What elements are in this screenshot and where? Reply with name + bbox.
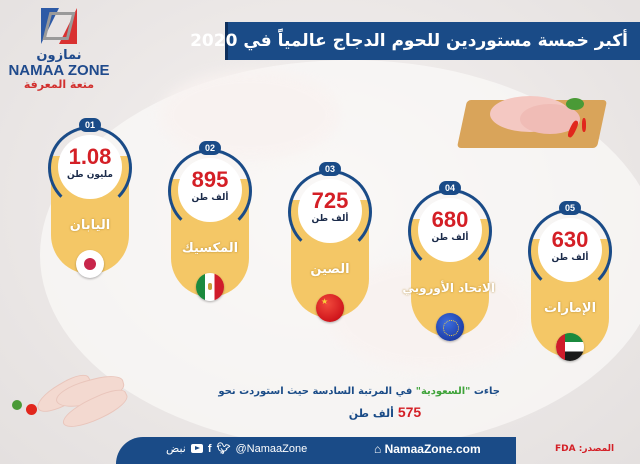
rank-card-3: 03 725 ألف طن الصين (285, 162, 375, 332)
note-suffix: في المرتبة السادسة حيث استوردت نحو (218, 386, 416, 397)
japan-flag-icon (76, 250, 104, 278)
import-unit: ألف طن (191, 193, 229, 203)
tomato-image (26, 404, 37, 415)
brand-logo: نمازون NAMAA ZONE متعة المعرفة (4, 4, 114, 94)
country-name: الاتحاد الأوروبي (402, 281, 495, 295)
saudi-import-unit: ألف طن (348, 407, 394, 420)
youtube-icon[interactable] (190, 444, 203, 453)
twitter-icon[interactable]: 🐦︎ (216, 443, 231, 455)
website-link[interactable]: ⌂ NamaaZone.com (374, 442, 481, 456)
logo-tagline: متعة المعرفة (23, 78, 95, 91)
rank-badge: 05 (559, 201, 581, 215)
chili-pepper-image (582, 118, 586, 132)
import-value: 1.08 (68, 144, 112, 169)
saudi-value: 575ألف طن (300, 404, 470, 420)
country-name: اليابان (69, 218, 111, 233)
logo-mark-icon (41, 8, 77, 44)
saudi-note: جاءت "السعودية" في المرتبة السادسة حيث ا… (218, 386, 500, 397)
rank-card-2: 02 895 ألف طن المكسيك (165, 141, 255, 311)
saudi-import-value: 575 (397, 404, 422, 420)
note-highlight-saudi: "السعودية" (415, 386, 471, 397)
import-value: 630 (551, 227, 589, 252)
nabd-label[interactable]: نبض (166, 442, 186, 455)
facebook-icon[interactable]: f (207, 442, 212, 455)
eu-flag-icon (436, 313, 464, 341)
import-value: 725 (311, 188, 349, 213)
home-icon: ⌂ (374, 442, 385, 456)
rank-badge: 02 (199, 141, 221, 155)
footer-bar: نبض f 🐦︎ @NamaaZone ⌂ NamaaZone.com (116, 437, 516, 464)
mexico-flag-icon (196, 273, 224, 301)
page-title: أكبر خمسة مستوردين للحوم الدجاج عالمياً … (190, 22, 640, 60)
china-flag-icon (316, 294, 344, 322)
uae-flag-icon (556, 333, 584, 361)
rank-badge: 03 (319, 162, 341, 176)
import-unit: ألف طن (551, 253, 589, 263)
website-url[interactable]: NamaaZone.com (384, 442, 481, 456)
country-name: المكسيك (181, 241, 239, 256)
country-name: الإمارات (543, 301, 597, 316)
import-value: 680 (431, 207, 469, 232)
rank-card-5: 05 630 ألف طن الإمارات (525, 201, 615, 371)
rank-badge: 01 (79, 118, 101, 132)
import-unit: مليون طن (67, 170, 113, 180)
value-circle: 680 ألف طن (418, 198, 482, 262)
value-circle: 895 ألف طن (178, 158, 242, 222)
social-handle[interactable]: @NamaaZone (235, 442, 308, 455)
herb-image (12, 400, 22, 410)
value-circle: 630 ألف طن (538, 218, 602, 282)
background-chicken-image (160, 70, 340, 160)
logo-name-arabic: نمازون (36, 48, 82, 63)
import-value: 895 (191, 167, 229, 192)
import-unit: ألف طن (431, 233, 469, 243)
logo-name-english: NAMAA ZONE (8, 62, 110, 79)
value-circle: 725 ألف طن (298, 179, 362, 243)
country-name: الصين (310, 262, 350, 277)
rank-card-4: 04 680 ألف طن الاتحاد الأوروبي (402, 181, 495, 351)
note-prefix: جاءت (470, 386, 500, 397)
rank-badge: 04 (439, 181, 461, 195)
import-unit: ألف طن (311, 214, 349, 224)
social-links: نبض f 🐦︎ @NamaaZone (166, 442, 307, 455)
source-label: المصدر: FDA (555, 444, 615, 454)
value-circle: 1.08 مليون طن (58, 135, 122, 199)
herb-image (566, 98, 584, 110)
rank-card-1: 01 1.08 مليون طن اليابان (45, 118, 135, 288)
